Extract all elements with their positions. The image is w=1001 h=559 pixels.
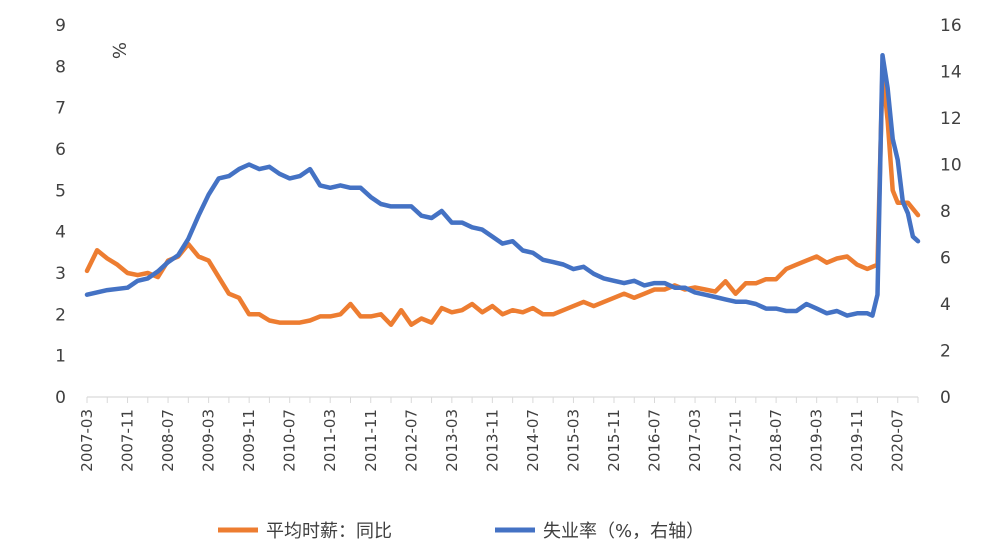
series-line-hourly-wage [84,68,921,327]
right-axis-ticks: 0 2 4 6 8 10 12 14 16 [940,16,962,408]
x-axis-tick-label: 2011-03 [321,409,339,472]
right-axis-tick-label: 14 [940,63,962,83]
left-axis-tick-label: 6 [55,140,66,160]
left-axis-ticks: 0 1 2 3 4 5 6 7 8 9 [55,16,66,408]
left-axis-tick-label: 7 [55,99,66,119]
left-axis-tick-label: 9 [55,16,66,36]
x-axis-tick-label: 2007-03 [78,409,96,472]
x-axis-tick-label: 2015-03 [564,409,582,472]
x-axis-tick-label: 2017-03 [686,409,704,472]
right-axis-tick-label: 0 [940,388,951,408]
x-axis: 2007-03 2007-11 2008-07 2009-03 2009-11 2010-… [78,396,919,472]
legend: 平均时薪：同比 失业率（%，右轴） [218,521,704,542]
right-axis-tick-label: 2 [940,342,951,362]
x-axis-tick-label: 2008-07 [159,409,177,472]
right-axis-tick-label: 8 [940,202,951,222]
x-axis-tick-label: 2010-07 [281,409,299,472]
left-axis-tick-label: 2 [55,305,66,325]
x-axis-tick-label: 2007-11 [119,409,137,472]
left-axis-tick-label: 3 [55,264,66,284]
x-axis-tick-label: 2014-07 [524,409,542,472]
x-axis-tick-label: 2013-03 [443,409,461,472]
right-axis-tick-label: 12 [940,109,962,129]
left-axis-tick-label: 4 [55,223,66,243]
series-line-unemployment [84,52,921,318]
right-axis-tick-label: 6 [940,249,951,269]
x-axis-tick-label: 2019-03 [808,409,826,472]
left-axis-tick-label: 0 [55,388,66,408]
x-axis-tick-label: 2017-11 [727,409,745,472]
x-axis-tick-label: 2009-11 [240,409,258,472]
x-axis-tick-label: 2013-11 [483,409,501,472]
right-axis-tick-label: 16 [940,16,962,36]
x-axis-tick-label: 2020-07 [889,409,907,472]
x-axis-tick-label: 2019-11 [848,409,866,472]
legend-label: 平均时薪：同比 [266,521,392,542]
legend-label: 失业率（%，右轴） [543,521,704,542]
left-axis-tick-label: 1 [55,347,66,367]
left-axis-tick-label: 8 [55,57,66,77]
x-axis-tick-label: 2012-07 [402,409,420,472]
y-axis-unit-label: % [108,42,129,59]
plot-lines [84,52,921,327]
x-axis-tick-label: 2015-11 [605,409,623,472]
x-axis-tick-label: 2018-07 [767,409,785,472]
right-axis-tick-label: 10 [940,156,962,176]
x-axis-tick-label: 2009-03 [200,409,218,472]
right-axis-tick-label: 4 [940,295,951,315]
left-axis-tick-label: 5 [55,181,66,201]
x-axis-tick-label: 2011-11 [362,409,380,472]
x-axis-tick-label: 2016-07 [646,409,664,472]
